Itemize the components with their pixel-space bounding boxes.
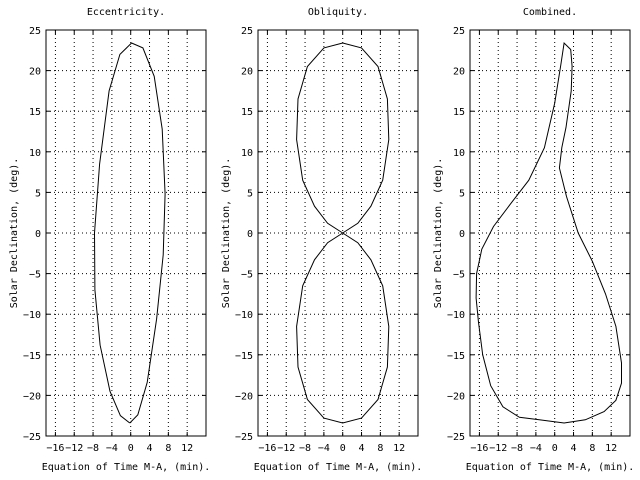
y-tick-label: −10 bbox=[23, 310, 41, 321]
y-axis-label: Solar Declination, (deg). bbox=[433, 158, 444, 309]
chart-title: Eccentricity. bbox=[87, 7, 165, 18]
y-tick-label: −5 bbox=[453, 270, 465, 281]
y-tick-label: 15 bbox=[241, 107, 253, 118]
panel-eccentricity: −16 −12 −8 −4 0 4 8 12 −25 −20 −15 −10 −5 0 5 10 15 20 25 E… bbox=[9, 7, 210, 473]
y-axis-label: Solar Declination, (deg). bbox=[221, 158, 232, 309]
x-tick-label: 0 bbox=[128, 443, 134, 454]
y-tick-label: −20 bbox=[23, 391, 41, 402]
x-tick-label: −4 bbox=[106, 443, 118, 454]
y-tick-label: −20 bbox=[447, 391, 465, 402]
y-tick-label: 5 bbox=[459, 188, 465, 199]
y-tick-label: −5 bbox=[241, 270, 253, 281]
x-tick-label: −16 bbox=[470, 443, 488, 454]
x-tick-label: 8 bbox=[589, 443, 595, 454]
chart-title: Obliquity. bbox=[308, 7, 368, 18]
x-tick-label: 12 bbox=[181, 443, 193, 454]
x-tick-label: −12 bbox=[65, 443, 83, 454]
y-tick-label: 25 bbox=[29, 26, 41, 37]
x-axis-label: Equation of Time M-A, (min). bbox=[254, 462, 423, 473]
y-tick-label: −10 bbox=[447, 310, 465, 321]
y-tick-label: −5 bbox=[29, 270, 41, 281]
x-tick-label: 8 bbox=[165, 443, 171, 454]
x-axis-label: Equation of Time M-A, (min). bbox=[466, 462, 635, 473]
y-tick-label: −20 bbox=[235, 391, 253, 402]
y-tick-label: −15 bbox=[447, 351, 465, 362]
y-tick-label: 20 bbox=[241, 67, 253, 78]
y-tick-label: −25 bbox=[235, 432, 253, 443]
x-tick-label: 4 bbox=[571, 443, 577, 454]
x-tick-label: 0 bbox=[340, 443, 346, 454]
y-tick-label: −25 bbox=[23, 432, 41, 443]
x-tick-label: −8 bbox=[87, 443, 99, 454]
x-axis-label: Equation of Time M-A, (min). bbox=[42, 462, 211, 473]
y-tick-label: 0 bbox=[247, 229, 253, 240]
x-tick-label: −12 bbox=[277, 443, 295, 454]
y-tick-label: −10 bbox=[235, 310, 253, 321]
y-tick-label: −15 bbox=[23, 351, 41, 362]
x-tick-label: 4 bbox=[359, 443, 365, 454]
x-tick-label: 8 bbox=[377, 443, 383, 454]
x-tick-label: 12 bbox=[393, 443, 405, 454]
y-tick-label: 15 bbox=[453, 107, 465, 118]
x-tick-label: −8 bbox=[511, 443, 523, 454]
y-tick-label: 10 bbox=[29, 148, 41, 159]
panel-obliquity: −16 −12 −8 −4 0 4 8 12 −25 −20 −15 −10 −5 0 5 10 15 20 25 O… bbox=[221, 7, 422, 473]
x-tick-label: −8 bbox=[299, 443, 311, 454]
y-tick-label: 20 bbox=[453, 67, 465, 78]
analemma-curve bbox=[475, 41, 622, 424]
x-tick-label: 4 bbox=[147, 443, 153, 454]
y-tick-label: 0 bbox=[459, 229, 465, 240]
y-tick-label: 5 bbox=[247, 188, 253, 199]
x-tick-label: −4 bbox=[530, 443, 542, 454]
x-tick-label: −12 bbox=[489, 443, 507, 454]
x-tick-label: −16 bbox=[46, 443, 64, 454]
y-axis-label: Solar Declination, (deg). bbox=[9, 158, 20, 309]
y-tick-label: 20 bbox=[29, 67, 41, 78]
y-tick-label: 25 bbox=[453, 26, 465, 37]
panel-combined: −16 −12 −8 −4 0 4 8 12 −25 −20 −15 −10 −5 0 5 10 15 20 25 C… bbox=[433, 7, 634, 473]
y-tick-label: 10 bbox=[241, 148, 253, 159]
y-tick-label: −15 bbox=[235, 351, 253, 362]
y-tick-label: 0 bbox=[35, 229, 41, 240]
y-tick-label: 5 bbox=[35, 188, 41, 199]
analemma-curve bbox=[296, 42, 390, 424]
y-tick-label: 25 bbox=[241, 26, 253, 37]
chart-title: Combined. bbox=[523, 7, 577, 18]
y-tick-label: −25 bbox=[447, 432, 465, 443]
y-tick-label: 10 bbox=[453, 148, 465, 159]
analemma-curve bbox=[93, 42, 166, 424]
y-tick-label: 15 bbox=[29, 107, 41, 118]
x-tick-label: 0 bbox=[552, 443, 558, 454]
x-tick-label: −4 bbox=[318, 443, 330, 454]
x-tick-label: 12 bbox=[605, 443, 617, 454]
x-tick-label: −16 bbox=[258, 443, 276, 454]
